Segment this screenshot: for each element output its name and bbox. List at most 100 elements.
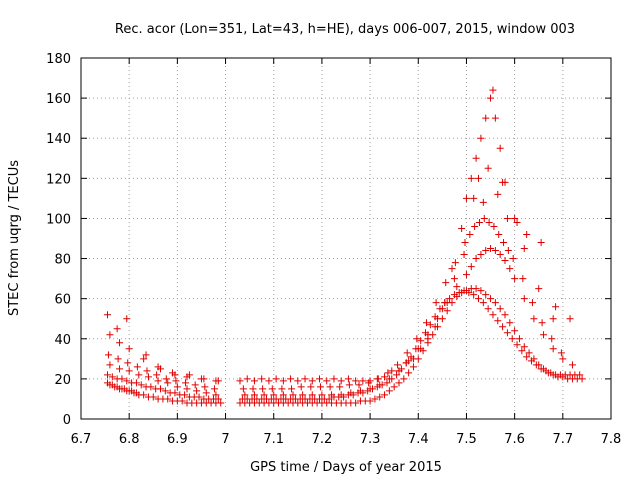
data-point [116,365,124,373]
data-point [164,395,172,403]
data-point [178,397,186,405]
data-point [495,230,503,238]
data-point [366,377,374,385]
data-point [171,371,179,379]
data-point [142,351,150,359]
y-tick-label: 160 [46,92,71,107]
data-point [287,375,295,383]
data-point [326,383,334,391]
axis-ticks: 6.7 6.8 6.9 7 7.1 7.2 7.3 7.4 7.5 7.6 7.7 7.8 0 20 40 6… [46,52,621,447]
data-point [479,299,487,307]
data-point [123,377,131,385]
data-point [532,361,540,369]
data-point [542,367,550,375]
data-point [316,383,324,391]
data-point [157,385,164,393]
data-point [125,345,133,353]
data-point [475,174,482,182]
x-tick-label: 7.4 [408,432,429,447]
y-tick-label: 60 [54,293,71,308]
y-tick-label: 120 [46,172,71,187]
data-point [154,377,162,385]
data-point [490,222,498,230]
data-point [143,367,151,375]
data-point [470,194,478,202]
data-point [385,375,393,383]
data-point [511,327,519,335]
data-point [118,375,126,383]
data-point [506,265,514,273]
data-point [144,373,152,381]
data-point [540,331,548,339]
data-point [491,299,499,307]
data-point [441,299,449,307]
data-point [212,391,220,399]
data-point [217,399,225,407]
data-point [268,385,276,393]
x-tick-label: 6.8 [119,432,140,447]
data-point [528,357,535,365]
data-point [462,194,470,202]
data-point [477,287,485,295]
data-point [201,383,209,391]
data-point [467,263,475,271]
data-point [308,391,316,399]
data-point [181,391,189,399]
x-tick-label: 7.3 [360,432,381,447]
data-point [272,375,280,383]
data-point [489,86,497,94]
data-point [537,365,545,373]
data-point [265,377,273,385]
data-point [114,355,122,363]
data-point [172,377,180,385]
data-point [559,355,567,363]
data-point [576,371,584,379]
data-point [506,319,514,327]
data-point [487,245,495,253]
data-point [318,391,326,399]
data-point [482,247,490,255]
y-tick-label: 140 [46,132,71,147]
data-point [214,377,222,385]
data-point [494,190,502,198]
x-tick-label: 6.7 [71,432,92,447]
data-point [359,377,367,385]
data-point [147,383,155,391]
data-point [125,367,133,375]
data-point [409,355,417,363]
data-point [376,393,384,401]
data-point [472,154,480,162]
data-point [523,230,531,238]
data-point [549,345,557,353]
data-point [499,178,507,186]
data-point [525,349,533,357]
data-point [446,295,454,303]
data-point [355,381,363,389]
data-point [316,375,323,383]
data-point [200,375,208,383]
x-tick-label: 7.5 [456,432,477,447]
data-point [299,391,307,399]
data-points [104,86,586,407]
data-point [258,375,266,383]
data-point [260,391,268,399]
data-point [465,289,473,297]
data-point [487,295,495,303]
data-point [417,337,425,345]
data-point [552,303,560,311]
gridlines [81,58,611,419]
data-point [503,329,511,337]
data-point [424,335,432,343]
data-point [442,279,450,287]
data-point [432,299,440,307]
data-point [381,391,389,399]
data-point [383,379,391,387]
data-point [330,375,338,383]
data-point [376,381,384,389]
data-point [448,265,456,273]
data-point [279,391,287,399]
data-point [108,373,116,381]
data-point [578,375,586,383]
data-point [345,381,353,389]
